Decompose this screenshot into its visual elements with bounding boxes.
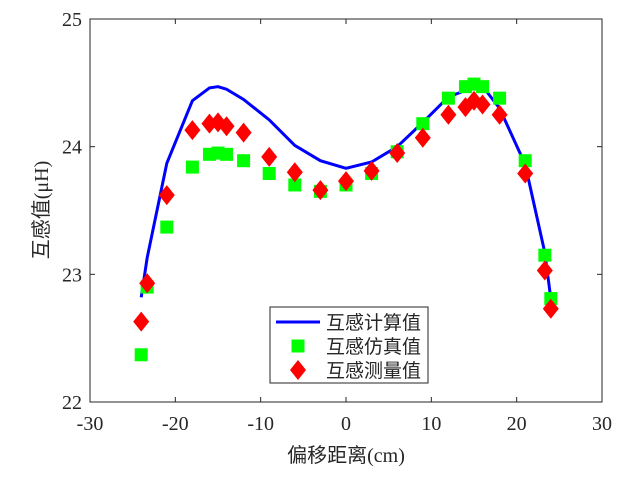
y-tick-label: 25 — [62, 9, 82, 31]
point-measured — [184, 120, 201, 141]
x-tick-label: 0 — [341, 413, 351, 435]
point-measured — [218, 116, 235, 137]
point-measured — [286, 162, 303, 183]
series-line-calculated — [139, 85, 553, 299]
point-measured — [158, 185, 175, 206]
x-axis-label: 偏移距离(cm) — [287, 444, 405, 467]
point-measured — [440, 104, 457, 125]
point-measured — [133, 311, 150, 332]
x-tick-label: 20 — [507, 413, 527, 435]
point-measured — [235, 122, 252, 143]
x-tick-label: -20 — [162, 413, 189, 435]
point-simulated — [538, 248, 552, 262]
y-tick-label: 24 — [62, 137, 82, 159]
point-simulated — [416, 117, 430, 131]
x-tick-label: -30 — [77, 413, 104, 435]
legend-label: 互感测量值 — [326, 360, 421, 382]
point-simulated — [134, 348, 148, 362]
point-simulated — [220, 147, 234, 161]
y-axis-label: 互感值(μH) — [30, 161, 53, 260]
point-simulated — [237, 154, 251, 168]
y-tick-label: 23 — [62, 264, 82, 286]
point-measured — [139, 273, 156, 294]
point-simulated — [185, 160, 199, 174]
point-measured — [312, 180, 329, 201]
legend-label: 互感计算值 — [326, 312, 421, 334]
point-simulated — [544, 292, 558, 306]
point-simulated — [493, 91, 507, 105]
point-measured — [542, 298, 559, 319]
point-simulated — [441, 91, 455, 105]
point-measured — [491, 104, 508, 125]
x-tick-label: 10 — [421, 413, 441, 435]
point-measured — [536, 260, 553, 281]
x-tick-label: 30 — [592, 413, 612, 435]
point-measured — [363, 160, 380, 181]
x-tick-label: -10 — [247, 413, 274, 435]
legend-label: 互感仿真值 — [326, 336, 421, 358]
point-measured — [414, 127, 431, 148]
y-tick-label: 22 — [62, 392, 82, 414]
point-simulated — [518, 154, 532, 168]
legend-swatch-2 — [290, 360, 306, 380]
point-measured — [389, 143, 406, 164]
point-simulated — [160, 220, 174, 234]
legend-swatch-1 — [291, 339, 305, 353]
point-measured — [261, 146, 278, 167]
point-measured — [517, 163, 534, 184]
point-simulated — [476, 80, 490, 94]
point-simulated — [288, 178, 302, 192]
point-measured — [474, 94, 491, 115]
point-simulated — [262, 166, 276, 180]
point-measured — [338, 171, 354, 192]
